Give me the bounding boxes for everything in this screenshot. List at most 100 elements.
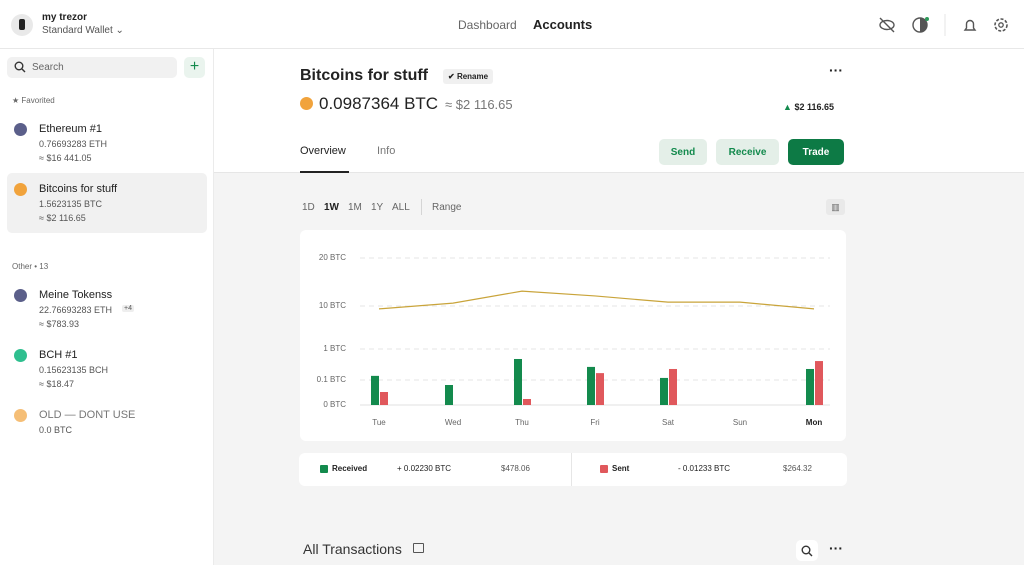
search-placeholder: Search (32, 62, 64, 73)
range-option[interactable]: 1D (302, 202, 315, 213)
header-icons[interactable] (876, 14, 1016, 36)
bar (587, 366, 595, 405)
rename-button[interactable]: ✔ Rename (443, 69, 494, 84)
x-tick-label: Mon (806, 418, 823, 427)
top-bar (0, 0, 1024, 49)
account-badge: +4 (122, 305, 134, 312)
y-tick-label: 0.1 BTC (317, 375, 347, 384)
transactions-menu[interactable]: ··· (829, 540, 843, 556)
trade-button[interactable]: Trade (788, 139, 844, 165)
sidebar (0, 49, 214, 565)
receive-button[interactable]: Receive (716, 139, 779, 165)
nav-accounts[interactable]: Accounts (533, 17, 593, 32)
wallet-name[interactable]: my trezor (42, 12, 88, 23)
range-option[interactable]: 1M (348, 202, 362, 213)
bar (806, 368, 814, 405)
transactions-search[interactable] (796, 540, 818, 561)
bar (514, 358, 522, 405)
account-amount: 0.76693283 ETH (39, 139, 108, 149)
x-tick-label: Sun (733, 418, 747, 427)
received-label: Received (332, 464, 368, 473)
account-fiat: ≈ $783.93 (39, 319, 79, 329)
received-swatch (320, 465, 328, 473)
search-icon (14, 61, 26, 73)
y-tick-label: 10 BTC (319, 301, 346, 310)
account-title: Bitcoins for stuff (300, 67, 428, 84)
account-icon (14, 349, 27, 362)
x-tick-label: Thu (515, 418, 529, 427)
bar (380, 392, 388, 405)
tab-info[interactable]: Info (377, 145, 396, 157)
nav-dashboard[interactable]: Dashboard (458, 18, 517, 32)
bar (669, 368, 677, 405)
transactions-title: All Transactions (303, 541, 402, 557)
summary-divider (571, 453, 572, 486)
bar (523, 399, 531, 405)
account-name: BCH #1 (39, 349, 78, 361)
account-icon (14, 409, 27, 422)
account-name: Bitcoins for stuff (39, 183, 118, 195)
account-name: Meine Tokenss (39, 289, 113, 301)
range-option[interactable]: 1W (324, 202, 339, 213)
chart-card (300, 230, 846, 441)
bar (445, 385, 453, 405)
account-icon (14, 289, 27, 302)
account-fiat: ≈ $18.47 (39, 379, 74, 389)
search-box[interactable] (7, 57, 177, 78)
x-tick-label: Wed (445, 418, 461, 427)
sent-fiat: $264.32 (783, 464, 812, 473)
sent-label: Sent (612, 464, 630, 473)
rename-text: Rename (456, 72, 489, 81)
x-tick-label: Tue (372, 418, 386, 427)
y-tick-label: 0 BTC (323, 400, 346, 409)
more-menu[interactable]: ··· (829, 62, 843, 78)
other-label: Other • 13 (12, 262, 49, 271)
summary-card (299, 453, 847, 486)
account-fiat: ≈ $2 116.65 (39, 213, 86, 223)
range-option[interactable]: ALL (392, 202, 410, 213)
favorited-label: ★ Favorited (12, 96, 55, 105)
received-fiat: $478.06 (501, 464, 530, 473)
account-amount: 0.15623135 BCH (39, 365, 109, 375)
tab-overview[interactable]: Overview (300, 145, 346, 157)
bar (815, 361, 823, 405)
selected-account-bg (7, 173, 207, 233)
range-divider (421, 199, 422, 215)
account-name: Ethereum #1 (39, 123, 102, 135)
account-header (214, 49, 1024, 173)
x-tick-label: Fri (590, 418, 600, 427)
calendar-icon[interactable] (413, 543, 424, 553)
balance-change-text: $2 116.65 (794, 102, 834, 112)
account-fiat: ≈ $2 116.65 (445, 97, 513, 112)
chart-toggle[interactable]: ▥ (826, 199, 845, 215)
account-balance: 0.0987364 BTC (319, 94, 439, 113)
y-tick-label: 1 BTC (323, 344, 346, 353)
range-option[interactable]: 1Y (371, 202, 384, 213)
bar (660, 377, 668, 405)
sent-amount: - 0.01233 BTC (678, 464, 731, 473)
favorited-text: Favorited (21, 96, 55, 105)
bar (371, 375, 379, 405)
y-tick-label: 20 BTC (319, 253, 346, 262)
account-amount: 22.76693283 ETH (39, 305, 113, 315)
add-account[interactable]: + (184, 57, 205, 78)
account-amount: 0.0 BTC (39, 425, 73, 435)
btc-icon (300, 97, 313, 110)
send-button[interactable]: Send (659, 139, 707, 165)
balance-line (378, 290, 815, 310)
wallet-type[interactable]: Standard Wallet ⌄ (42, 25, 124, 36)
wallet-icon[interactable] (11, 14, 33, 36)
account-amount: 1.5623135 BTC (39, 199, 103, 209)
balance-change: ▲ $2 116.65 (783, 102, 834, 112)
tab-underline (300, 171, 349, 173)
account-name: OLD — DONT USE (39, 409, 136, 421)
received-amount: + 0.02230 BTC (397, 464, 452, 473)
wallet-type-text: Standard Wallet (42, 25, 113, 36)
sent-swatch (600, 465, 608, 473)
account-icon (14, 123, 27, 136)
account-fiat: ≈ $16 441.05 (39, 153, 92, 163)
x-tick-label: Sat (662, 418, 675, 427)
range-button[interactable]: Range (432, 202, 462, 213)
